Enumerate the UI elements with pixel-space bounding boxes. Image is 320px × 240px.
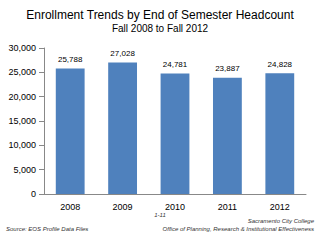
svg-text:2010: 2010: [165, 202, 185, 212]
svg-text:Sacramento City College: Sacramento City College: [248, 218, 315, 224]
svg-text:Enrollment Trends by End of Se: Enrollment Trends by End of Semester Hea…: [26, 8, 294, 22]
svg-text:Office of Planning, Research &: Office of Planning, Research & Instituti…: [163, 226, 314, 232]
svg-text:24,781: 24,781: [163, 60, 188, 69]
svg-text:Fall 2008 to Fall 2012: Fall 2008 to Fall 2012: [112, 23, 209, 34]
svg-text:5,000: 5,000: [13, 165, 36, 175]
svg-text:20,000: 20,000: [8, 92, 36, 102]
svg-text:10,000: 10,000: [8, 140, 36, 150]
svg-text:30,000: 30,000: [8, 43, 36, 53]
svg-text:2011: 2011: [218, 202, 237, 212]
svg-text:2008: 2008: [60, 202, 80, 212]
svg-text:27,028: 27,028: [110, 49, 135, 58]
svg-text:0: 0: [31, 189, 36, 199]
svg-text:23,887: 23,887: [215, 64, 240, 73]
svg-text:2012: 2012: [270, 202, 290, 212]
svg-text:1-11: 1-11: [154, 212, 166, 218]
svg-text:15,000: 15,000: [8, 116, 36, 126]
svg-text:Source: EOS Profile Data Files: Source: EOS Profile Data Files: [6, 226, 88, 232]
svg-text:2009: 2009: [113, 202, 133, 212]
svg-text:25,000: 25,000: [8, 67, 36, 77]
svg-text:25,788: 25,788: [58, 55, 83, 64]
svg-text:24,828: 24,828: [268, 60, 293, 69]
